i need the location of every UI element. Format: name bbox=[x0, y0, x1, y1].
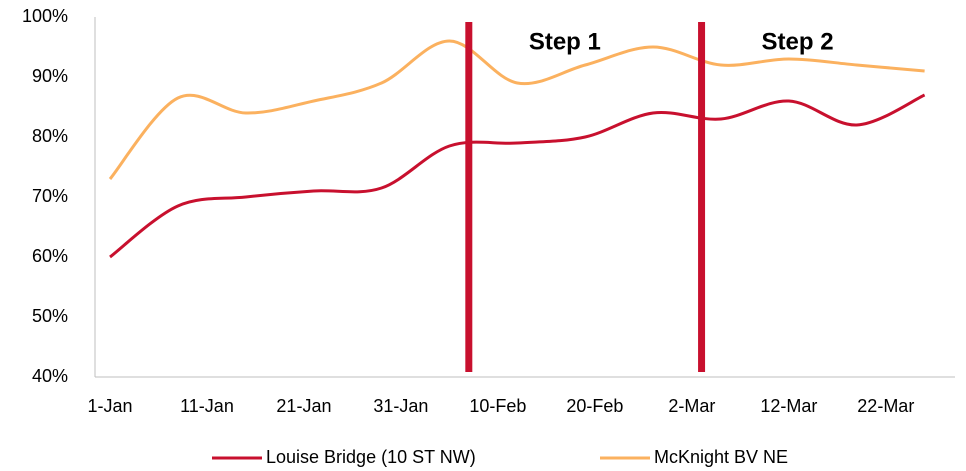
annotation: Step 1 bbox=[529, 28, 601, 55]
series-line bbox=[109, 93, 926, 259]
x-tick-label: 1-Jan bbox=[87, 396, 132, 416]
series-line bbox=[108, 39, 925, 180]
y-tick-label: 90% bbox=[32, 66, 68, 86]
annotation: Step 2 bbox=[762, 28, 834, 55]
y-tick-label: 60% bbox=[32, 246, 68, 266]
y-tick-label: 100% bbox=[22, 6, 68, 26]
step-marker bbox=[465, 22, 473, 372]
x-tick-label: 22-Mar bbox=[857, 396, 914, 416]
y-tick-label: 50% bbox=[32, 306, 68, 326]
x-tick-label: 21-Jan bbox=[276, 396, 331, 416]
y-tick-label: 70% bbox=[32, 186, 68, 206]
x-tick-label: 20-Feb bbox=[566, 396, 623, 416]
x-tick-label: 31-Jan bbox=[373, 396, 428, 416]
legend-label: Louise Bridge (10 ST NW) bbox=[266, 447, 476, 467]
x-tick-label: 10-Feb bbox=[469, 396, 526, 416]
y-tick-label: 40% bbox=[32, 366, 68, 386]
step-marker bbox=[698, 22, 706, 372]
y-tick-label: 80% bbox=[32, 126, 68, 146]
x-tick-label: 12-Mar bbox=[760, 396, 817, 416]
x-tick-label: 2-Mar bbox=[668, 396, 715, 416]
legend-label: McKnight BV NE bbox=[654, 447, 788, 467]
x-tick-label: 11-Jan bbox=[180, 396, 234, 416]
